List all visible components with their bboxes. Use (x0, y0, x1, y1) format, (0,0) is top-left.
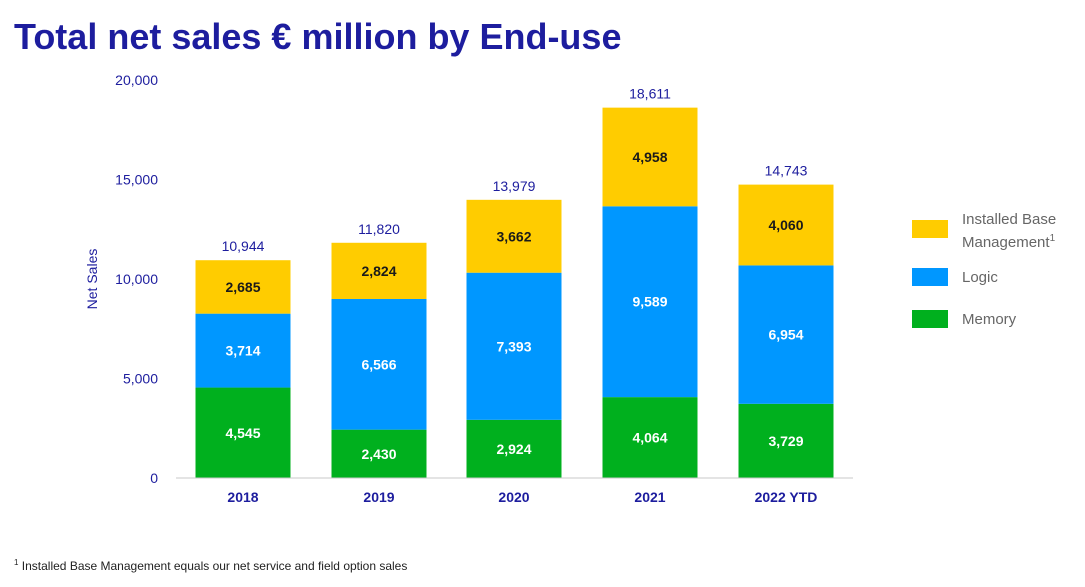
y-axis-title: Net Sales (84, 249, 100, 310)
chart-title: Total net sales € million by End-use (14, 16, 622, 57)
data-label: 4,060 (768, 217, 803, 233)
total-label: 14,743 (765, 163, 808, 179)
bar-segment (195, 313, 291, 388)
total-label: 13,979 (493, 178, 536, 194)
bar-segment (602, 107, 698, 207)
legend-label-ibm: Installed Base Management1 (962, 210, 1085, 252)
bar-group: 2,924 7,393 3,662 13,979 (466, 178, 562, 478)
footnote-text: Installed Base Management equals our net… (18, 559, 408, 573)
bar-segment (195, 260, 291, 314)
data-label: 3,662 (496, 228, 531, 244)
x-tick-label: 2021 (634, 489, 665, 505)
bar-group: 4,545 3,714 2,685 10,944 (195, 238, 291, 478)
data-label: 2,685 (225, 279, 260, 295)
data-label: 2,824 (361, 263, 396, 279)
bar-segment (466, 199, 562, 273)
bar-segment (331, 429, 427, 478)
bar-segment (602, 397, 698, 478)
data-label: 6,566 (361, 356, 396, 372)
y-tick-label: 15,000 (115, 172, 158, 188)
bar-group: 3,729 6,954 4,060 14,743 (738, 163, 834, 478)
legend-swatch-memory (912, 310, 948, 328)
bar-segment (466, 419, 562, 478)
total-label: 11,820 (358, 221, 400, 237)
data-label: 6,954 (768, 327, 803, 343)
legend-label-ibm-line2: Management (962, 234, 1050, 251)
bar-group: 4,064 9,589 4,958 18,611 (602, 86, 698, 478)
x-tick-label: 2022 YTD (755, 489, 818, 505)
x-tick-label: 2019 (363, 489, 394, 505)
y-tick-label: 20,000 (115, 72, 158, 88)
bar-segment (602, 206, 698, 398)
y-tick-label: 0 (150, 470, 158, 486)
data-label: 4,545 (225, 425, 260, 441)
y-axis: 0 5,000 10,000 15,000 20,000 Net Sales (84, 72, 158, 486)
data-label: 2,924 (496, 441, 531, 457)
bar-group: 2,430 6,566 2,824 11,820 (331, 221, 427, 478)
data-label: 7,393 (496, 338, 531, 354)
bar-segment (738, 184, 834, 266)
legend-swatch-ibm (912, 220, 948, 238)
legend-label-ibm-sup: 1 (1049, 233, 1056, 244)
y-tick-label: 10,000 (115, 271, 158, 287)
legend-label-logic: Logic (962, 269, 998, 286)
bars: 4,545 3,714 2,685 10,944 2,430 6,566 2,824 11,8… (195, 86, 834, 478)
bar-segment (466, 272, 562, 420)
bar-segment (195, 387, 291, 478)
x-tick-label: 2018 (227, 489, 258, 505)
total-label: 10,944 (222, 238, 265, 254)
bar-segment (738, 265, 834, 404)
total-label: 18,611 (629, 86, 671, 102)
bar-segment (331, 242, 427, 299)
footnote: 1 Installed Base Management equals our n… (14, 558, 407, 573)
legend-label-memory: Memory (962, 311, 1017, 328)
legend-label-ibm-line1: Installed Base (962, 211, 1057, 228)
data-label: 9,589 (632, 294, 667, 310)
legend-swatch-logic (912, 268, 948, 286)
data-label: 3,729 (768, 433, 803, 449)
bar-segment (738, 403, 834, 478)
x-tick-label: 2020 (498, 489, 529, 505)
x-axis: 2018 2019 2020 2021 2022 YTD (176, 477, 853, 505)
data-label: 2,430 (361, 446, 396, 462)
y-tick-label: 5,000 (123, 371, 158, 387)
data-label: 4,958 (632, 149, 667, 165)
footnote-marker: 1 (14, 558, 19, 567)
data-label: 4,064 (632, 430, 667, 446)
bar-segment (331, 298, 427, 430)
data-label: 3,714 (225, 343, 260, 359)
